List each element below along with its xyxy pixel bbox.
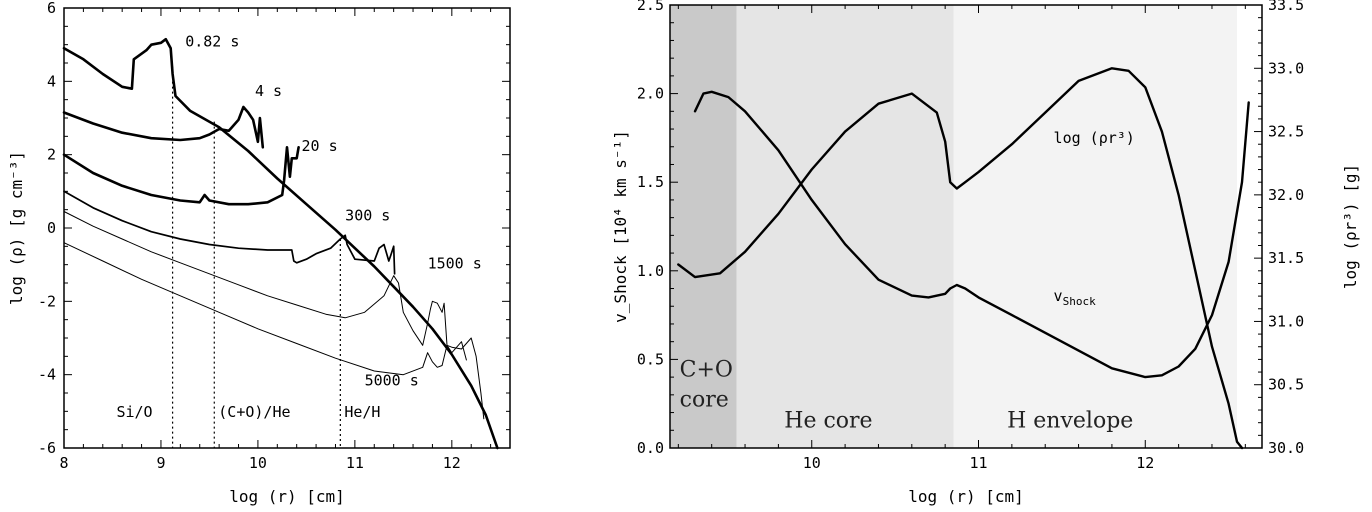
interface-label-he-h: He/H [344, 403, 380, 421]
time-label-1500-s: 1500 s [428, 254, 482, 272]
left-x-tick-label: 9 [156, 454, 165, 472]
time-label-0-82-s: 0.82 s [185, 33, 239, 51]
left-y-axis-label: log (ρ) [g cm⁻³] [7, 151, 26, 305]
curve-log-r [677, 67, 1244, 450]
right-left-y-axis-label: v_Shock [10⁴ km s⁻¹] [611, 130, 630, 323]
region-he-core [736, 5, 954, 448]
right-right-y-axis-label: log (ρr³) [g] [1341, 164, 1360, 289]
left-plot-frame [63, 7, 511, 449]
right-plot-frame [669, 4, 1263, 449]
right-left-y-tick-label: 2.5 [637, 0, 664, 14]
left-y-tick-label: -2 [38, 292, 56, 310]
vshock-annotation-subscript: Shock [1063, 295, 1096, 308]
right-x-axis-label: log (r) [cm] [908, 487, 1024, 506]
left-y-tick-label: 2 [47, 146, 56, 164]
density-curve-5000-s [63, 242, 485, 420]
right-right-y-tick-label: 31.0 [1268, 312, 1304, 330]
interface-label-c-o-he: (C+O)/He [218, 403, 290, 421]
density-curve-20-s [62, 146, 300, 206]
region-label-core: core [680, 387, 729, 412]
right-left-y-tick-label: 2.0 [637, 85, 664, 103]
left-y-tick-label: -6 [38, 439, 56, 457]
right-right-y-tick-label: 32.5 [1268, 123, 1304, 141]
density-curve-1500-s [63, 211, 467, 361]
left-y-tick-label: 4 [47, 72, 56, 90]
region-label-h-envelope: H envelope [1007, 409, 1133, 434]
right-right-y-tick-label: 30.0 [1268, 439, 1304, 457]
left-x-tick-label: 8 [59, 454, 68, 472]
right-left-y-tick-label: 0.5 [637, 350, 664, 368]
density-curve-0-82-s [62, 37, 499, 450]
left-x-tick-label: 11 [346, 454, 364, 472]
left-y-tick-label: 6 [47, 0, 56, 17]
interface-label-si-o: Si/O [116, 403, 152, 421]
right-shock-chart: C+O core He core H envelope 10 11 12 0.0 0.5 1.0 1… [611, 0, 1360, 506]
rho-r3-annotation: log (ρr³) [1054, 129, 1135, 147]
right-right-y-tick-label: 32.0 [1268, 186, 1304, 204]
left-density-chart: 8 9 10 11 12 -6 -4 -2 0 2 4 6 log (r) [cm] log (ρ) [g… [7, 0, 511, 506]
right-x-tick-label: 11 [969, 454, 987, 472]
left-x-tick-label: 12 [443, 454, 461, 472]
density-curve-4-s [62, 105, 265, 149]
curve-v-shock [693, 90, 1250, 379]
right-left-y-tick-label: 0.0 [637, 439, 664, 457]
right-x-tick-label: 12 [1136, 454, 1154, 472]
time-label-300-s: 300 s [345, 207, 390, 225]
time-label-4-s: 4 s [255, 82, 282, 100]
region-label-c-o: C+O [680, 357, 733, 382]
time-label-5000-s: 5000 s [365, 372, 419, 390]
left-x-axis-label: log (r) [cm] [229, 487, 345, 506]
right-right-y-tick-label: 33.0 [1268, 59, 1304, 77]
left-y-tick-label: 0 [47, 219, 56, 237]
right-right-y-tick-label: 31.5 [1268, 249, 1304, 267]
region-label-he-core: He core [784, 409, 872, 434]
left-x-tick-label: 10 [249, 454, 267, 472]
right-left-y-tick-label: 1.5 [637, 173, 664, 191]
right-right-y-tick-label: 33.5 [1268, 0, 1304, 14]
right-x-tick-label: 10 [803, 454, 821, 472]
left-y-tick-label: -4 [38, 366, 56, 384]
time-label-20-s: 20 s [302, 137, 338, 155]
right-right-y-tick-label: 30.5 [1268, 376, 1304, 394]
region-c-o-core [670, 5, 737, 448]
density-curve-300-s [63, 190, 396, 275]
right-left-y-tick-label: 1.0 [637, 262, 664, 280]
region-h-envelope [953, 5, 1237, 448]
